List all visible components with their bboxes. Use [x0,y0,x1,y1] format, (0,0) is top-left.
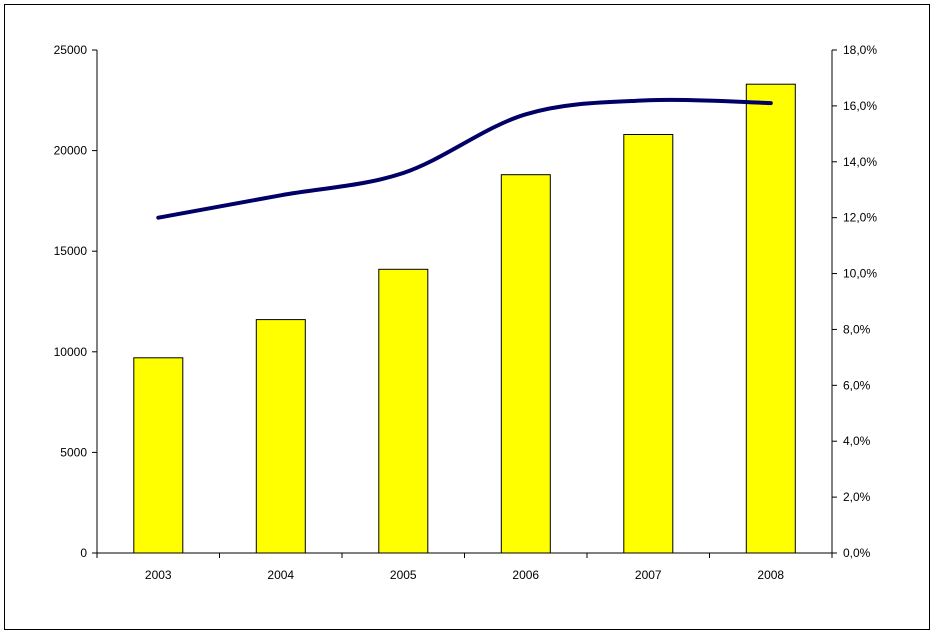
y-right-tick-label: 18,0% [843,43,877,57]
x-tick-label: 2005 [390,568,417,582]
x-tick-label: 2008 [757,568,784,582]
y-right-tick-label: 2,0% [843,490,871,504]
bar [623,134,674,554]
y-right-tick-label: 14,0% [843,155,877,169]
bar [745,83,796,554]
bar [500,174,551,554]
y-right-tick-label: 8,0% [843,322,871,336]
y-right-tick-label: 0,0% [843,546,871,560]
x-tick-label: 2004 [267,568,294,582]
x-tick-label: 2007 [635,568,662,582]
bar [378,268,429,554]
y-right-tick-label: 6,0% [843,378,871,392]
bar [133,357,184,554]
x-tick-label: 2003 [145,568,172,582]
y-right-tick-label: 12,0% [843,211,877,225]
y-left-tick-label: 15000 [54,244,88,258]
y-left-tick-label: 20000 [54,144,88,158]
y-right-tick-label: 10,0% [843,267,877,281]
y-right-tick-label: 16,0% [843,99,877,113]
x-tick-label: 2006 [512,568,539,582]
bar [255,319,306,554]
y-left-tick-label: 25000 [54,43,88,57]
percentage-line [156,97,773,220]
y-left-tick-label: 10000 [54,345,88,359]
y-right-tick-label: 4,0% [843,434,871,448]
y-left-tick-label: 5000 [60,445,87,459]
y-left-tick-label: 0 [80,546,87,560]
